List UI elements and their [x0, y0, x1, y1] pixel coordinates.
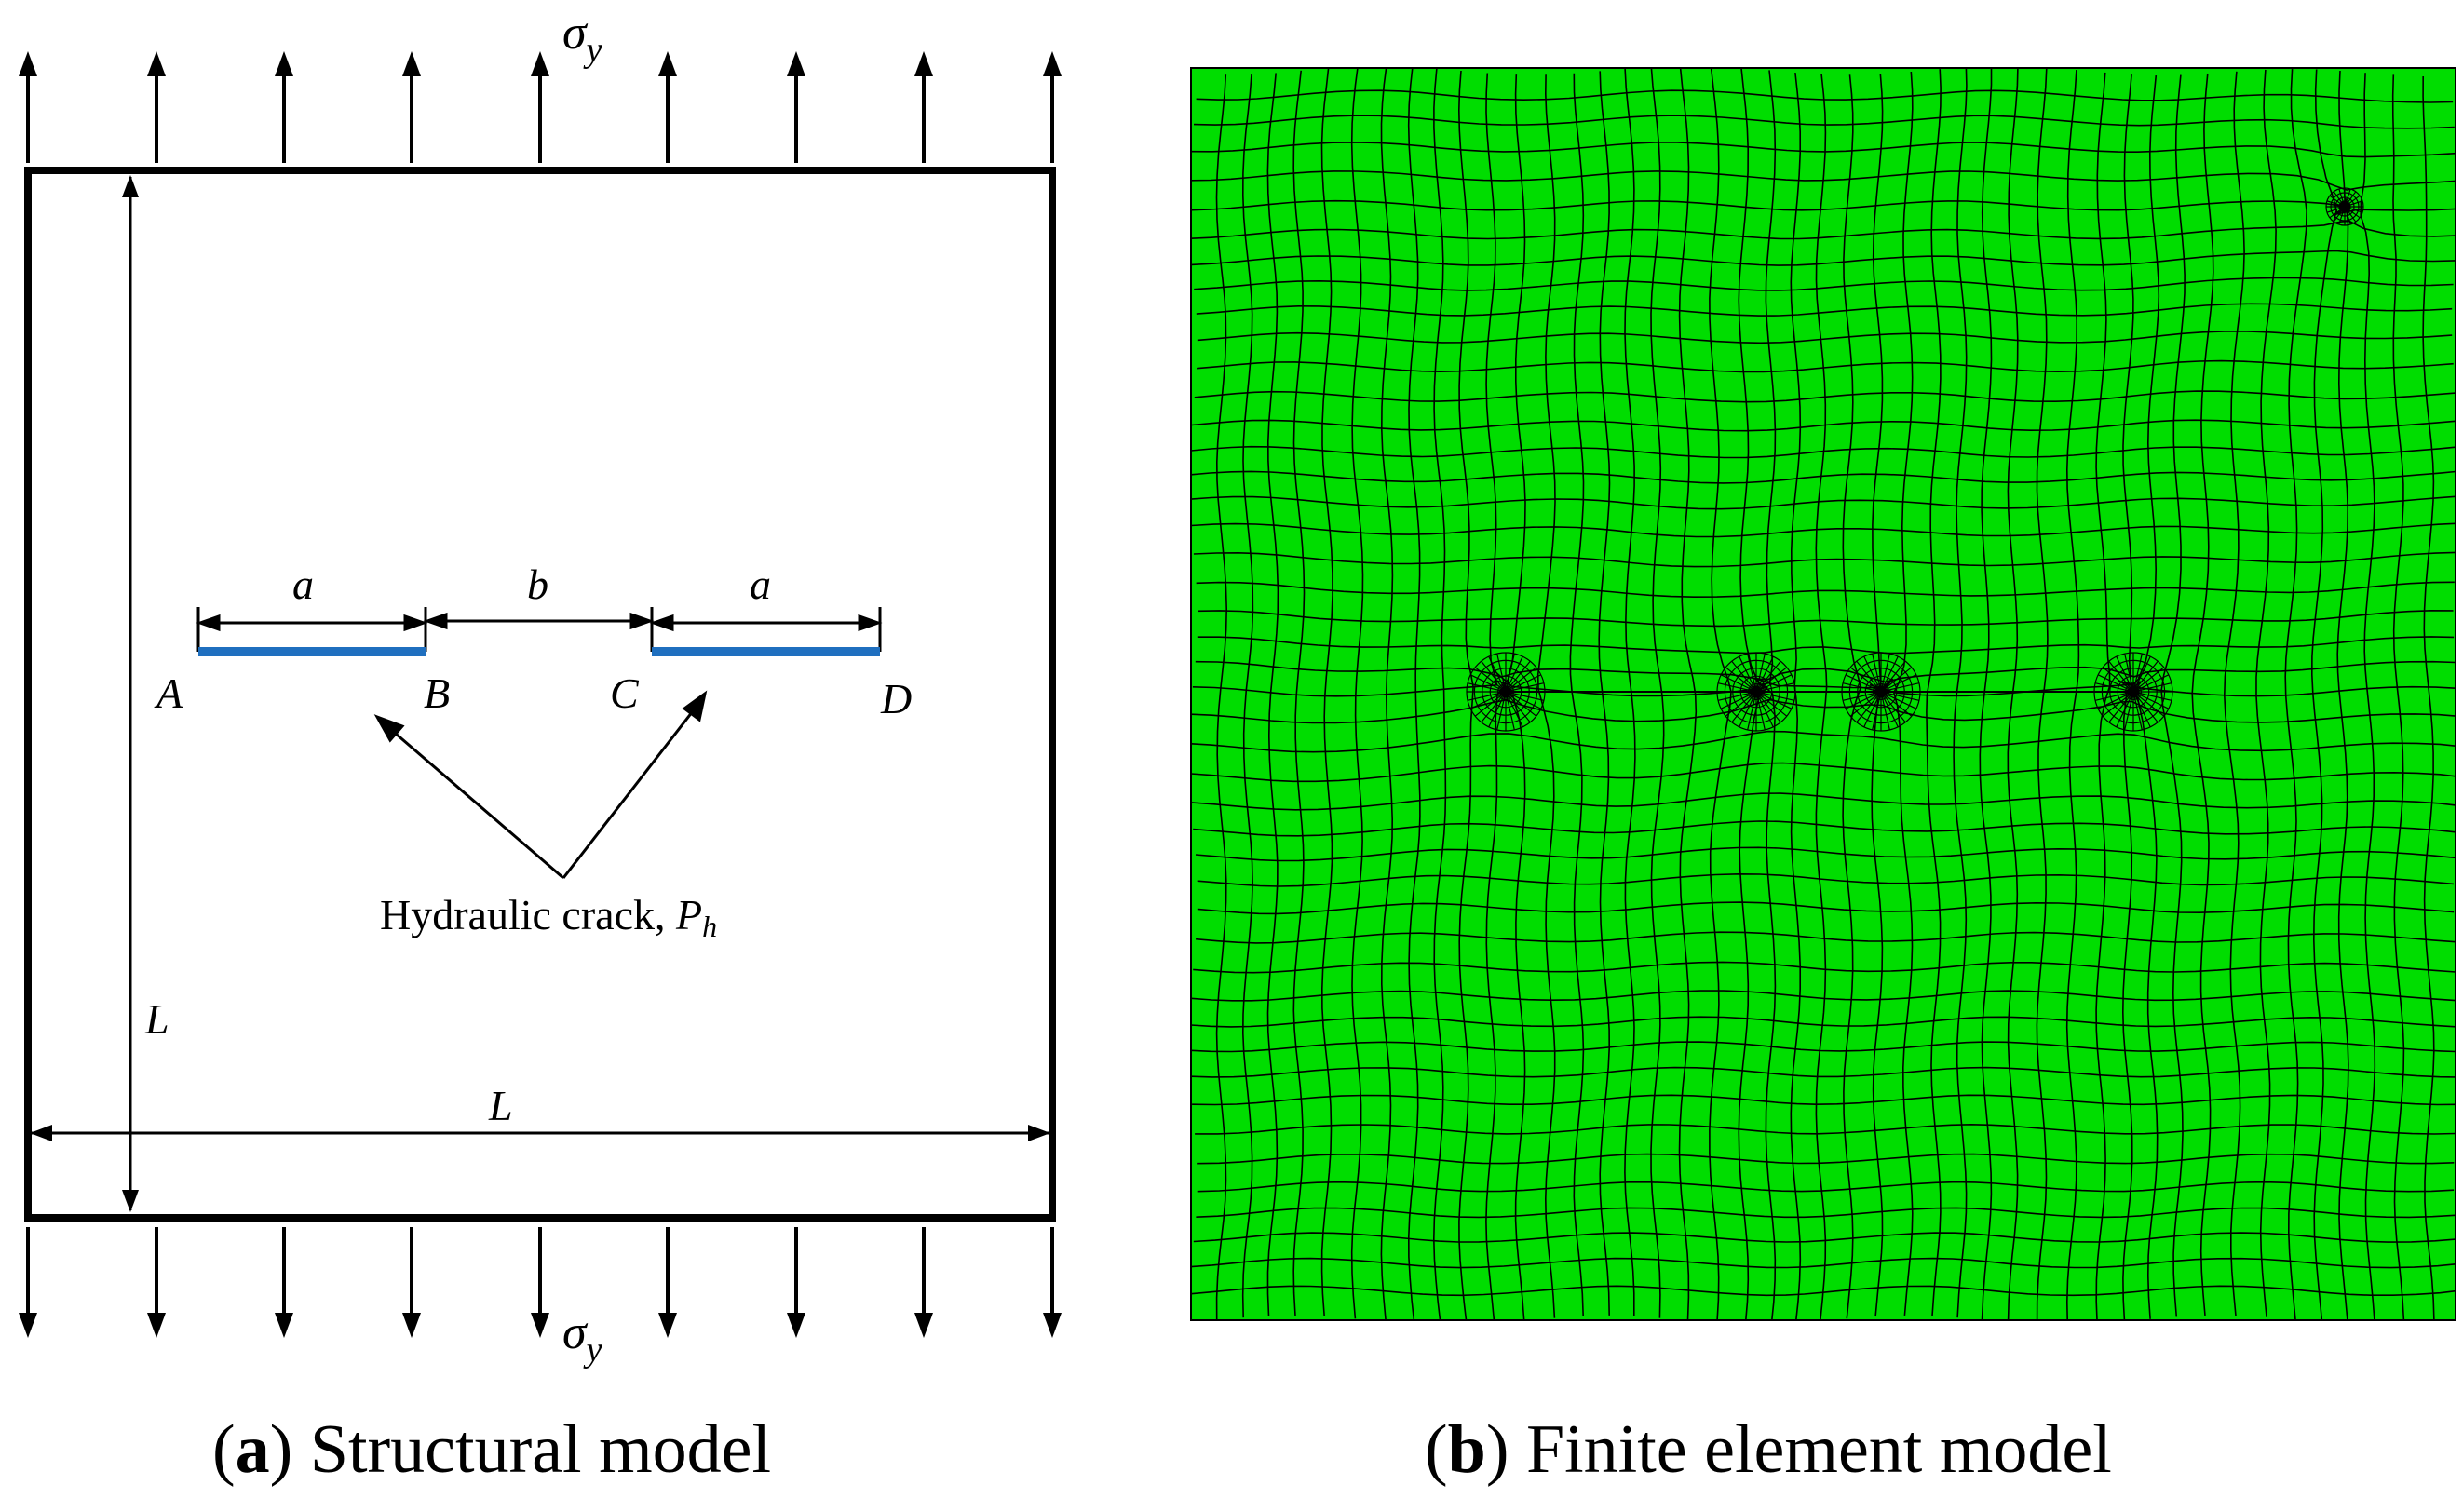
caption-finite-element-model: (b) Finite element model	[1425, 1411, 2112, 1490]
bottom-load-arrow	[402, 1227, 421, 1338]
bottom-load-arrow	[1043, 1227, 1062, 1338]
dim-label-b: b	[527, 560, 548, 608]
top-load-arrow	[914, 51, 933, 163]
top-load-arrow	[19, 51, 37, 163]
stress-label-top: σy	[562, 7, 602, 70]
top-load-arrow	[275, 51, 293, 163]
crack-ab	[198, 647, 426, 656]
structural-model-diagram: σy σy a b a A B C D Hydraulic crack, Ph …	[0, 0, 1173, 1512]
crack-label: Hydraulic crack, Ph	[380, 891, 717, 943]
point-label-B: B	[424, 669, 450, 717]
point-label-D: D	[880, 675, 912, 722]
corner-refinement-rosette	[2326, 188, 2363, 225]
top-load-arrow	[531, 51, 549, 163]
crack-cd	[652, 647, 880, 656]
top-load-arrow	[402, 51, 421, 163]
top-load-arrow	[658, 51, 677, 163]
stress-label-bottom: σy	[562, 1306, 602, 1370]
top-load-arrows	[19, 51, 1062, 163]
bottom-load-arrow	[658, 1227, 677, 1338]
crack-tip-rosette	[1717, 653, 1795, 731]
dim-label-a-left: a	[292, 560, 314, 608]
crack-tip-point	[2339, 201, 2350, 212]
crack-tip-point	[1500, 686, 1511, 697]
crack-tip-point	[2128, 686, 2139, 697]
vertical-dimension-line	[122, 175, 139, 1212]
crack-pointer-arrows	[377, 694, 705, 878]
bottom-load-arrows	[19, 1227, 1062, 1338]
top-load-arrow	[147, 51, 166, 163]
crack-tip-point	[1875, 686, 1887, 697]
structural-model-panel: σy σy a b a A B C D Hydraulic crack, Ph …	[0, 0, 1173, 1512]
caption-structural-model: (a) Structural model	[212, 1411, 771, 1490]
bottom-load-arrow	[147, 1227, 166, 1338]
finite-element-panel: (b) Finite element model	[1173, 0, 2463, 1512]
finite-element-mesh	[1173, 0, 2463, 1512]
point-label-A: A	[154, 669, 183, 717]
bottom-load-arrow	[531, 1227, 549, 1338]
dim-label-a-right: a	[750, 560, 771, 608]
top-load-arrow	[787, 51, 805, 163]
point-label-C: C	[610, 669, 640, 717]
dim-label-L-horizontal: L	[488, 1082, 513, 1129]
bottom-load-arrow	[787, 1227, 805, 1338]
top-load-arrow	[1043, 51, 1062, 163]
bottom-load-arrow	[914, 1227, 933, 1338]
bottom-load-arrow	[19, 1227, 37, 1338]
crack-tip-point	[1751, 686, 1762, 697]
dim-label-L-vertical: L	[144, 995, 169, 1043]
horizontal-dimension-line	[30, 1125, 1050, 1141]
bottom-load-arrow	[275, 1227, 293, 1338]
crack-dimension-lines	[198, 607, 880, 652]
crack-tip-rosette	[1842, 653, 1920, 731]
crack-tip-rosette	[2094, 653, 2172, 731]
crack-tip-rosette	[1467, 653, 1545, 731]
